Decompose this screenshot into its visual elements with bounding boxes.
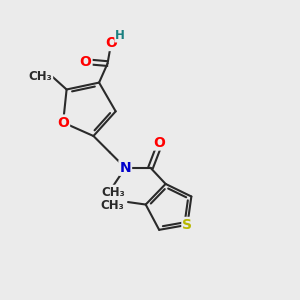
Text: CH₃: CH₃: [101, 186, 125, 199]
Text: N: N: [119, 161, 131, 175]
Text: O: O: [80, 55, 92, 69]
Text: H: H: [115, 28, 125, 41]
Text: CH₃: CH₃: [28, 70, 52, 83]
Text: O: O: [154, 136, 165, 149]
Text: O: O: [105, 36, 117, 50]
Text: CH₃: CH₃: [101, 199, 124, 212]
Text: S: S: [182, 218, 192, 232]
Text: O: O: [57, 116, 69, 130]
